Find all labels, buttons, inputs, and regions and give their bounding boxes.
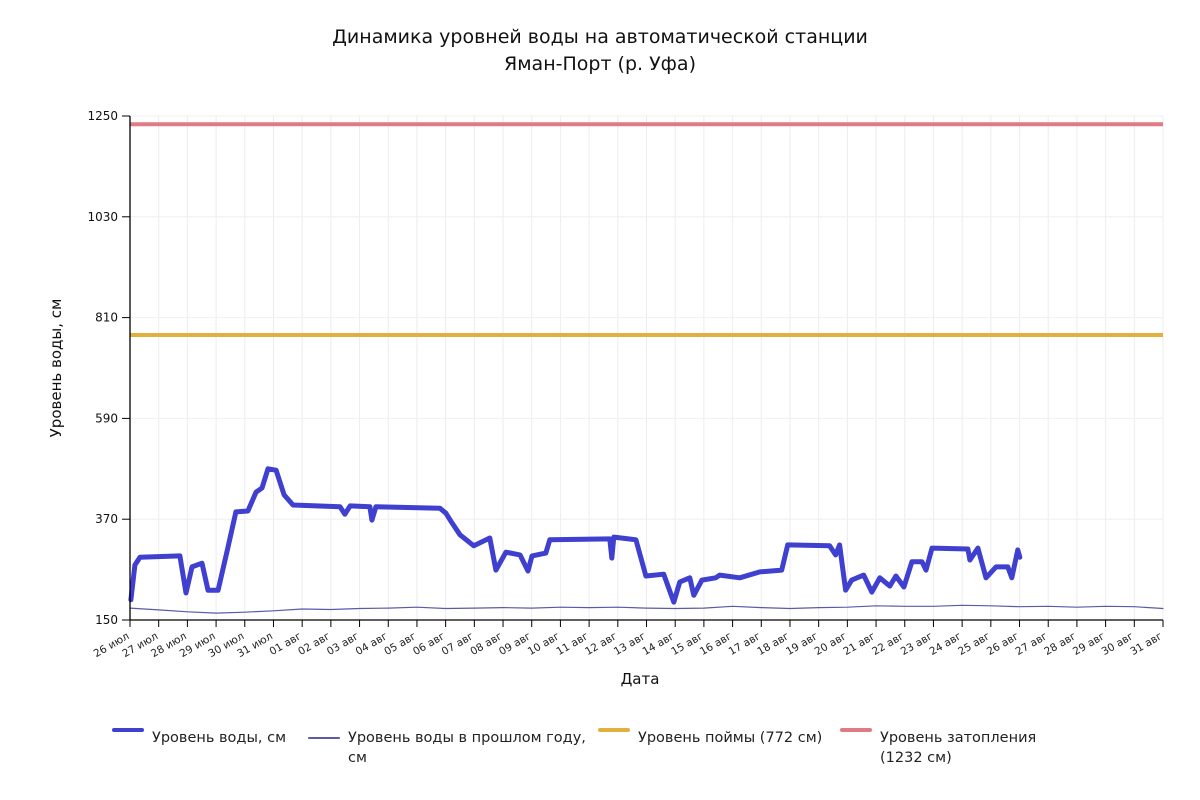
y-tick-label: 1250 (87, 109, 118, 123)
y-tick-label: 590 (95, 411, 118, 425)
x-tick-label: 01 авг (267, 630, 303, 658)
x-tick-label: 15 авг (669, 630, 705, 658)
x-tick-label: 09 авг (497, 630, 533, 658)
series-last-year-level (129, 604, 1164, 614)
chart-title: Динамика уровней воды на автоматической … (0, 24, 1200, 78)
x-tick-label: 08 авг (468, 630, 504, 658)
legend-item-floodplain-level[interactable]: Уровень поймы (772 см) (598, 728, 838, 748)
legend: Уровень воды, см Уровень воды в прошлом … (112, 728, 1112, 778)
x-tick-label: 11 авг (554, 630, 590, 658)
x-tick-label: 31 авг (1128, 630, 1164, 658)
y-axis-label: Уровень воды, см (47, 298, 65, 438)
x-tick-label: 21 авг (841, 630, 877, 658)
reference-lines (130, 122, 1163, 338)
legend-label: Уровень воды в прошлом году, см (348, 730, 586, 766)
x-tick-label: 24 авг (927, 630, 963, 658)
x-tick-label: 18 авг (755, 630, 791, 658)
x-tick-label: 13 авг (612, 630, 648, 658)
x-tick-label: 19 авг (784, 630, 820, 658)
x-tick-label: 28 авг (1042, 630, 1078, 658)
y-tick-label: 150 (95, 613, 118, 627)
legend-item-last-year-level[interactable]: Уровень воды в прошлом году, см (308, 728, 588, 768)
x-tick-label: 22 авг (870, 630, 906, 658)
chart-title-line1: Динамика уровней воды на автоматической … (332, 26, 868, 48)
x-axis-label: Дата (620, 670, 660, 688)
data-series (128, 466, 1164, 614)
series-current-level (128, 466, 1023, 605)
x-tick-label: 27 авг (1014, 630, 1050, 658)
x-tick-label: 25 авг (956, 630, 992, 658)
x-tick-label: 20 авг (813, 630, 849, 658)
y-tick-label: 1030 (87, 210, 118, 224)
chart-title-line2: Яман-Порт (р. Уфа) (504, 53, 696, 75)
legend-swatch-icon (840, 728, 872, 732)
legend-label: Уровень затопления (1232 см) (880, 730, 1037, 766)
legend-item-flood-level[interactable]: Уровень затопления (1232 см) (840, 728, 1080, 768)
legend-swatch-icon (598, 728, 630, 732)
legend-item-current-level[interactable]: Уровень воды, см (112, 728, 302, 748)
legend-swatch-icon (308, 737, 340, 739)
x-tick-label: 23 авг (899, 630, 935, 658)
legend-label: Уровень воды, см (152, 730, 287, 746)
x-tick-label: 29 авг (1071, 630, 1107, 658)
x-tick-label: 05 авг (382, 630, 418, 658)
x-tick-label: 14 авг (641, 630, 677, 658)
grid-lines (129, 115, 1164, 621)
x-tick-label: 04 авг (354, 630, 390, 658)
x-tick-label: 10 авг (526, 630, 562, 658)
legend-swatch-icon (112, 728, 144, 732)
x-tick-label: 30 авг (1100, 630, 1136, 658)
x-tick-label: 17 авг (727, 630, 763, 658)
y-tick-label: 370 (95, 512, 118, 526)
y-tick-label: 810 (95, 311, 118, 325)
x-tick-label: 07 авг (440, 630, 476, 658)
legend-label: Уровень поймы (772 см) (638, 730, 823, 746)
x-tick-label: 26 авг (985, 630, 1021, 658)
x-tick-label: 03 авг (325, 630, 361, 658)
x-tick-label: 02 авг (296, 630, 332, 658)
x-tick-label: 12 авг (583, 630, 619, 658)
x-tick-label: 06 авг (411, 630, 447, 658)
x-tick-label: 16 авг (698, 630, 734, 658)
